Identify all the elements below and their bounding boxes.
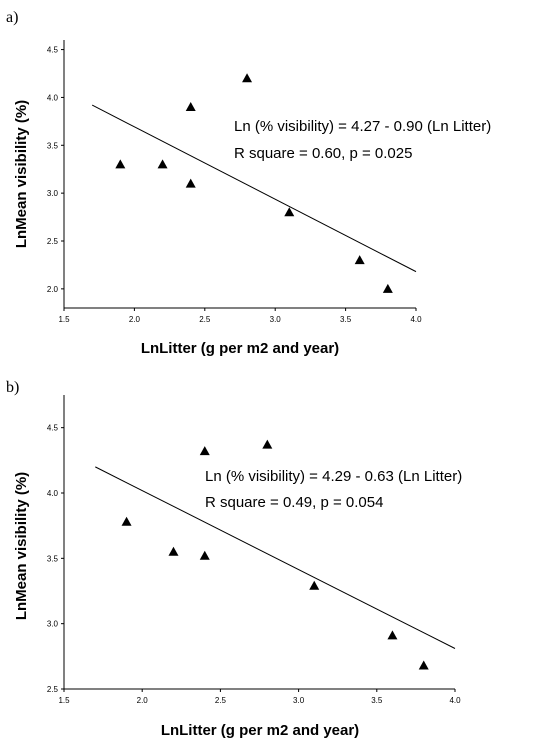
data-point bbox=[157, 159, 168, 169]
y-tick-label: 4.0 bbox=[47, 93, 59, 102]
data-points bbox=[115, 73, 393, 293]
x-tick-label: 2.5 bbox=[199, 315, 211, 324]
y-tick-label: 4.5 bbox=[47, 46, 59, 55]
data-point bbox=[199, 446, 210, 456]
data-point bbox=[115, 159, 126, 169]
regression-stats: R square = 0.60, p = 0.025 bbox=[234, 145, 412, 162]
data-point bbox=[418, 660, 429, 670]
regression-equation: Ln (% visibility) = 4.27 - 0.90 (Ln Litt… bbox=[234, 118, 491, 135]
panel-b: b) 1.5 2.0 2.5 3.0 3.5 4.0 2.5 3.0 3.5 4.0 4.5 LnL… bbox=[6, 379, 462, 739]
data-point bbox=[387, 630, 398, 640]
y-tick-label: 2.5 bbox=[47, 685, 59, 694]
data-point bbox=[242, 73, 253, 83]
tick-marks: 1.5 2.0 2.5 3.0 3.5 4.0 2.0 2.5 3.0 3.5 4.0 4.5 bbox=[47, 46, 422, 324]
data-point bbox=[309, 580, 320, 590]
y-axis-title: LnMean visibility (%) bbox=[13, 472, 30, 620]
data-point bbox=[168, 546, 179, 556]
x-tick-label: 4.0 bbox=[410, 315, 422, 324]
x-tick-label: 2.5 bbox=[215, 696, 227, 705]
data-point bbox=[199, 550, 210, 560]
x-tick-label: 3.0 bbox=[270, 315, 282, 324]
x-tick-label: 1.5 bbox=[58, 696, 70, 705]
regression-lines bbox=[95, 466, 456, 649]
x-tick-label: 4.0 bbox=[449, 696, 461, 705]
data-point bbox=[262, 439, 273, 449]
regression-equation: Ln (% visibility) = 4.29 - 0.63 (Ln Litt… bbox=[205, 468, 462, 485]
data-point bbox=[121, 516, 132, 526]
tick-marks: 1.5 2.0 2.5 3.0 3.5 4.0 2.5 3.0 3.5 4.0 4.5 bbox=[47, 424, 461, 705]
regression-lines bbox=[91, 104, 417, 273]
x-axis-title: LnLitter (g per m2 and year) bbox=[141, 340, 339, 357]
panel-label: a) bbox=[6, 9, 18, 26]
y-tick-label: 4.0 bbox=[47, 489, 59, 498]
y-axis-title: LnMean visibility (%) bbox=[13, 100, 30, 248]
x-tick-label: 3.5 bbox=[340, 315, 352, 324]
regression-stats: R square = 0.49, p = 0.054 bbox=[205, 494, 383, 511]
data-points bbox=[121, 439, 429, 670]
y-tick-label: 3.0 bbox=[47, 620, 59, 629]
regression-line bbox=[95, 466, 456, 649]
regression-line bbox=[91, 104, 417, 273]
x-tick-label: 3.0 bbox=[293, 696, 305, 705]
data-point bbox=[354, 255, 365, 265]
y-tick-label: 4.5 bbox=[47, 424, 59, 433]
y-tick-label: 3.5 bbox=[47, 554, 59, 563]
x-tick-label: 2.0 bbox=[137, 696, 149, 705]
y-tick-label: 3.0 bbox=[47, 189, 59, 198]
x-axis-title: LnLitter (g per m2 and year) bbox=[161, 722, 359, 739]
data-point bbox=[284, 207, 295, 217]
data-point bbox=[382, 283, 393, 293]
panel-label: b) bbox=[6, 379, 19, 396]
y-tick-label: 2.0 bbox=[47, 285, 59, 294]
panel-a: a) 1.5 2.0 2.5 3.0 3.5 4.02.02.53.03.54.04.5 … bbox=[6, 9, 491, 357]
x-tick-label: 2.0 bbox=[129, 315, 141, 324]
data-point bbox=[185, 102, 196, 111]
x-tick-label: 3.5 bbox=[371, 696, 383, 705]
y-tick-label: 2.5 bbox=[47, 237, 59, 246]
data-point bbox=[185, 178, 196, 188]
y-tick-label: 3.5 bbox=[47, 141, 59, 150]
x-tick-label: 1.5 bbox=[58, 315, 70, 324]
